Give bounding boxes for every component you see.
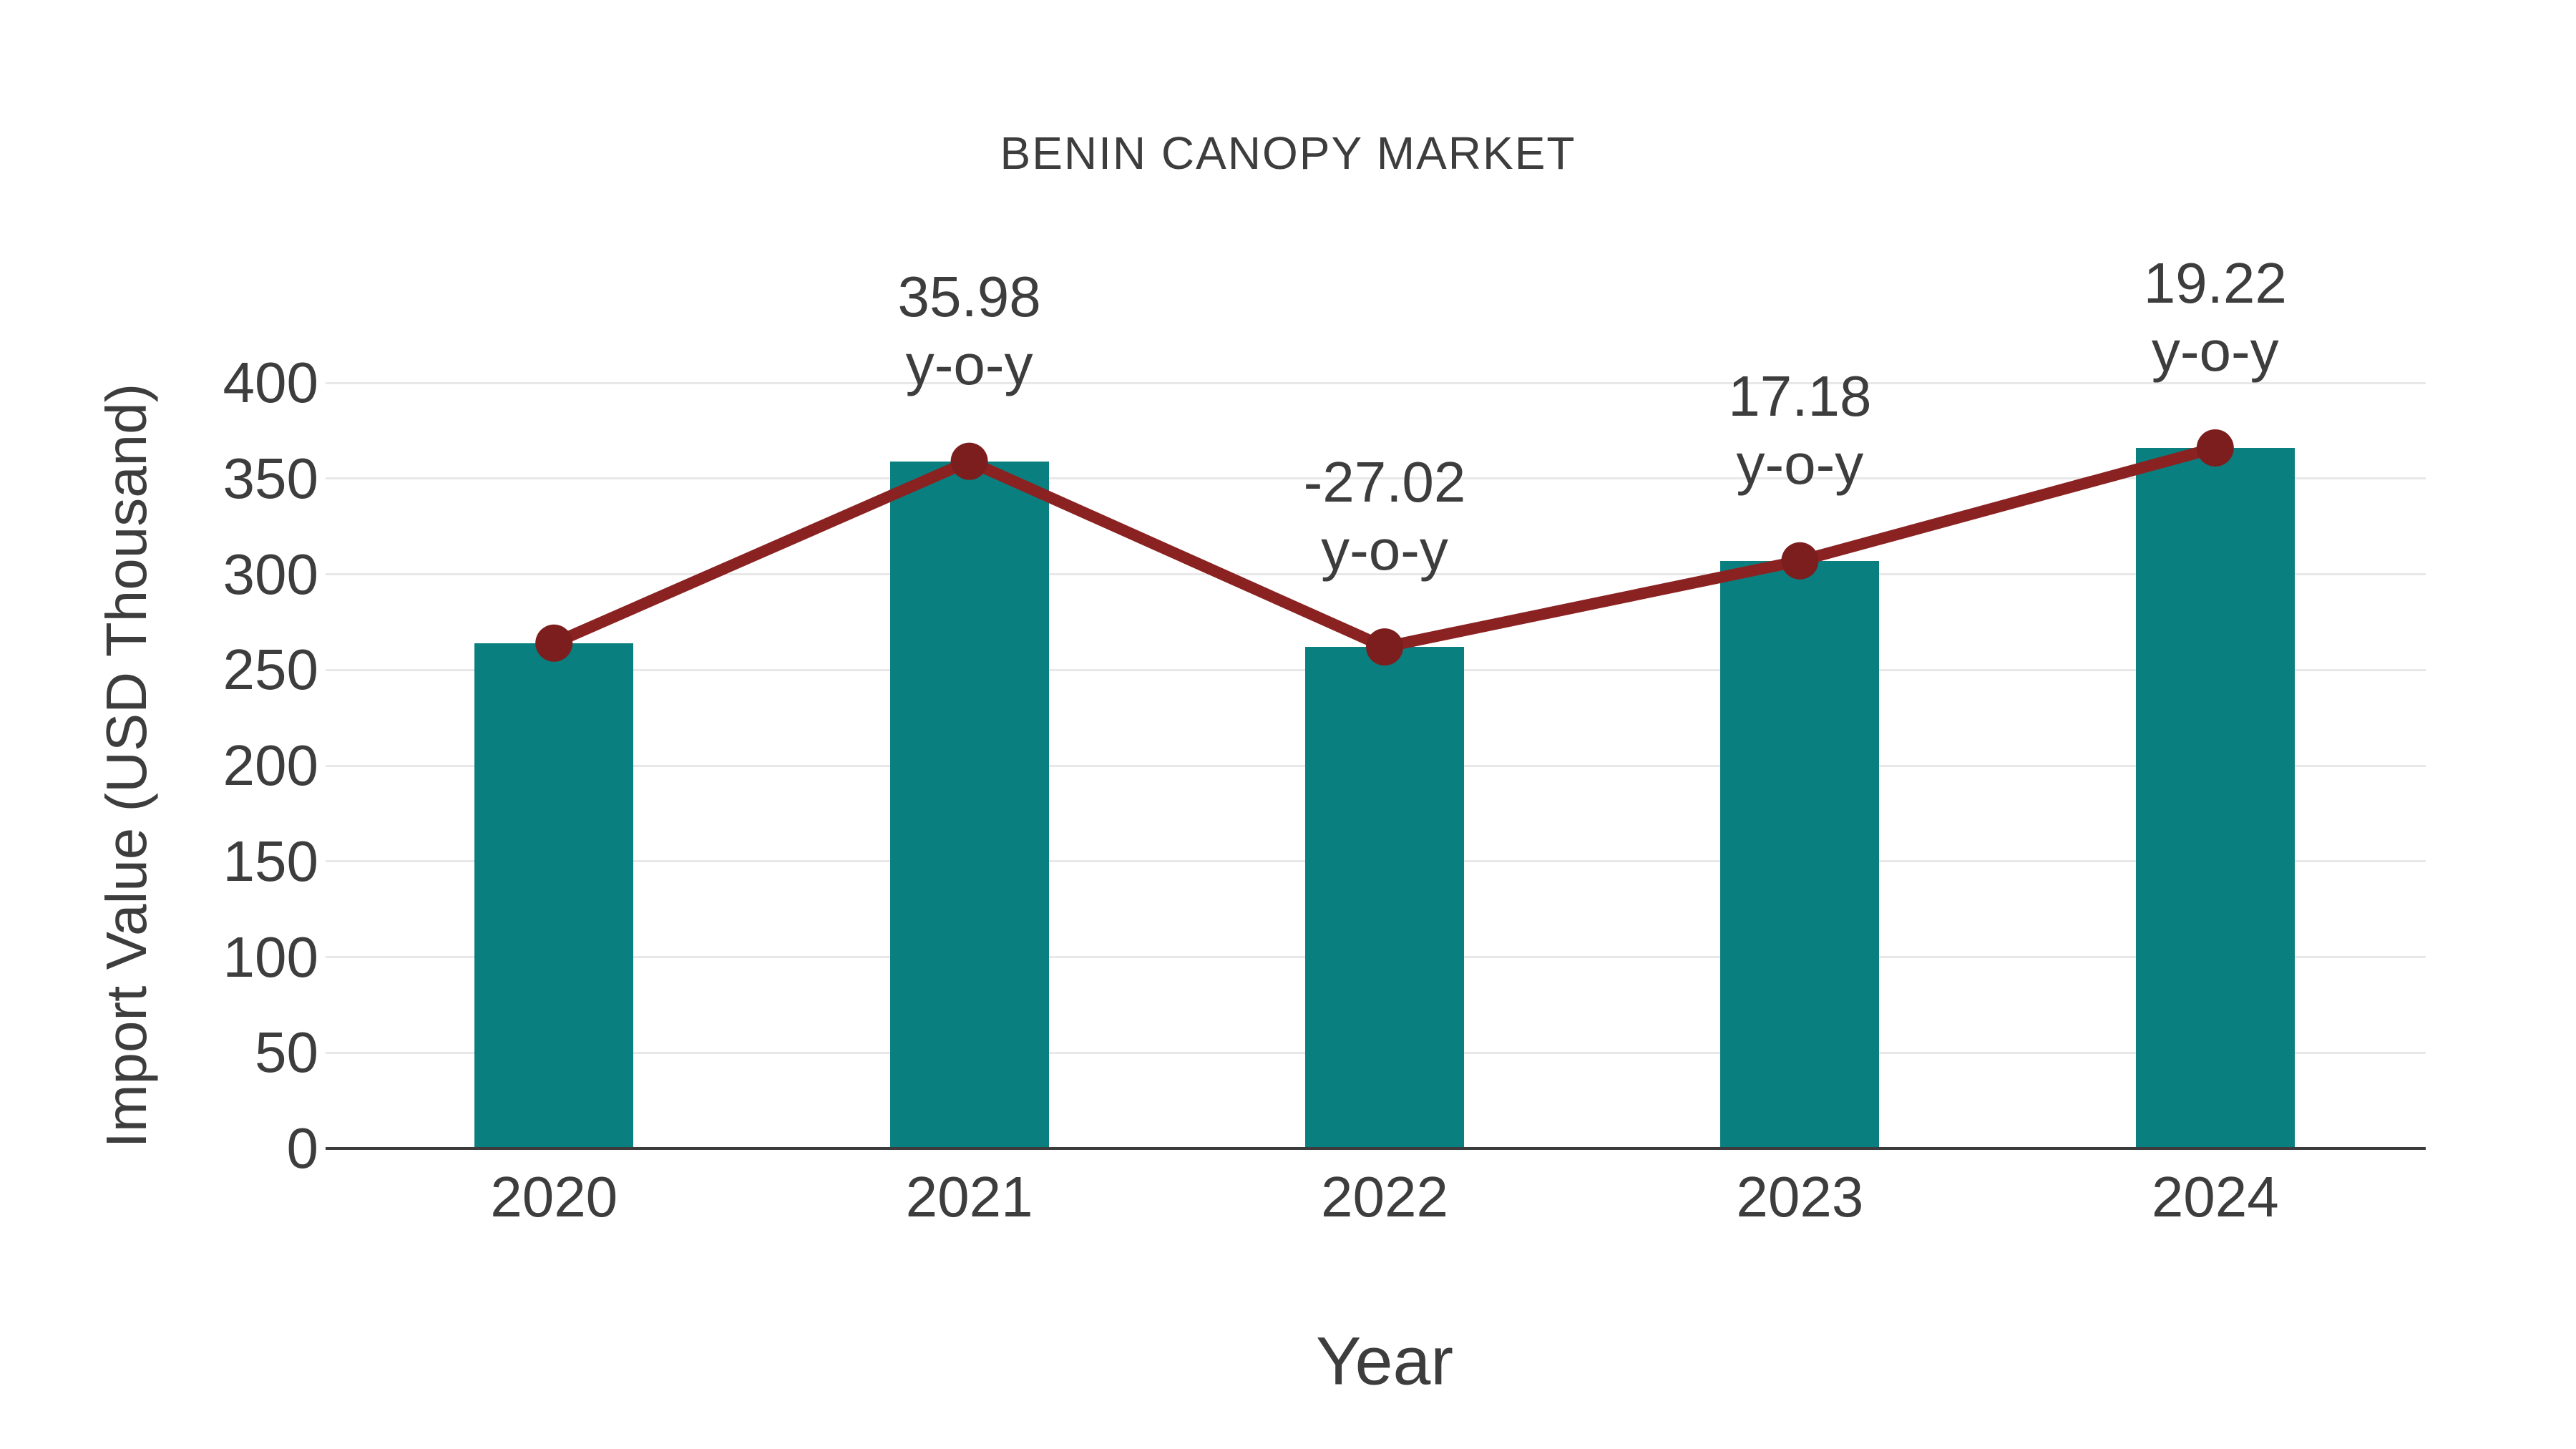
x-axis-label: Year	[1316, 1323, 1453, 1400]
data-point-marker-2021	[950, 442, 988, 480]
y-tick-label-350: 350	[223, 446, 318, 510]
x-axis-line	[326, 1147, 2426, 1150]
y-tick-label-50: 50	[255, 1020, 318, 1085]
yoy-annotation-line-1: 19.22	[2143, 250, 2287, 315]
yoy-annotation-2021: 35.98 y-o-y	[741, 263, 1199, 399]
yoy-annotation-line-2: y-o-y	[1736, 431, 1864, 496]
gridline-400	[326, 381, 2426, 384]
x-tick-label-2020: 2020	[490, 1165, 618, 1229]
yoy-annotation-line-1: 17.18	[1728, 364, 1872, 428]
yoy-annotation-2023: 17.18 y-o-y	[1571, 362, 2029, 498]
bar-2023	[1720, 560, 1880, 1148]
yoy-annotation-line-2: y-o-y	[905, 332, 1033, 396]
data-point-marker-2024	[2196, 429, 2234, 467]
y-tick-label-200: 200	[223, 733, 318, 797]
bar-2024	[2135, 447, 2295, 1148]
yoy-annotation-line-1: 35.98	[897, 264, 1041, 328]
yoy-annotation-2024: 19.22 y-o-y	[1986, 249, 2444, 385]
y-tick-label-400: 400	[223, 351, 318, 414]
y-tick-label-150: 150	[223, 829, 318, 893]
x-tick-label-2022: 2022	[1321, 1165, 1448, 1229]
yoy-annotation-2022: -27.02 y-o-y	[1156, 448, 1614, 584]
x-tick-label-2023: 2023	[1736, 1165, 1864, 1229]
yoy-annotation-line-2: y-o-y	[1321, 518, 1448, 582]
x-tick-label-2021: 2021	[905, 1165, 1033, 1229]
x-tick-label-2024: 2024	[2151, 1165, 2279, 1229]
y-tick-label-100: 100	[223, 924, 318, 989]
data-point-marker-2023	[1781, 542, 1819, 580]
yoy-annotation-line-2: y-o-y	[2151, 318, 2279, 383]
gridline-350	[326, 477, 2426, 480]
bar-2020	[474, 643, 634, 1148]
bar-2021	[889, 461, 1049, 1148]
gridline-300	[326, 573, 2426, 575]
data-point-marker-2022	[1366, 628, 1403, 666]
chart-title: BENIN CANOPY MARKET	[1000, 127, 1576, 179]
data-point-marker-2020	[535, 624, 573, 662]
y-tick-label-300: 300	[223, 542, 318, 606]
yoy-annotation-line-1: -27.02	[1303, 450, 1466, 514]
y-tick-label-250: 250	[223, 638, 318, 702]
y-tick-label-0: 0	[286, 1116, 319, 1180]
bar-2022	[1305, 647, 1464, 1148]
